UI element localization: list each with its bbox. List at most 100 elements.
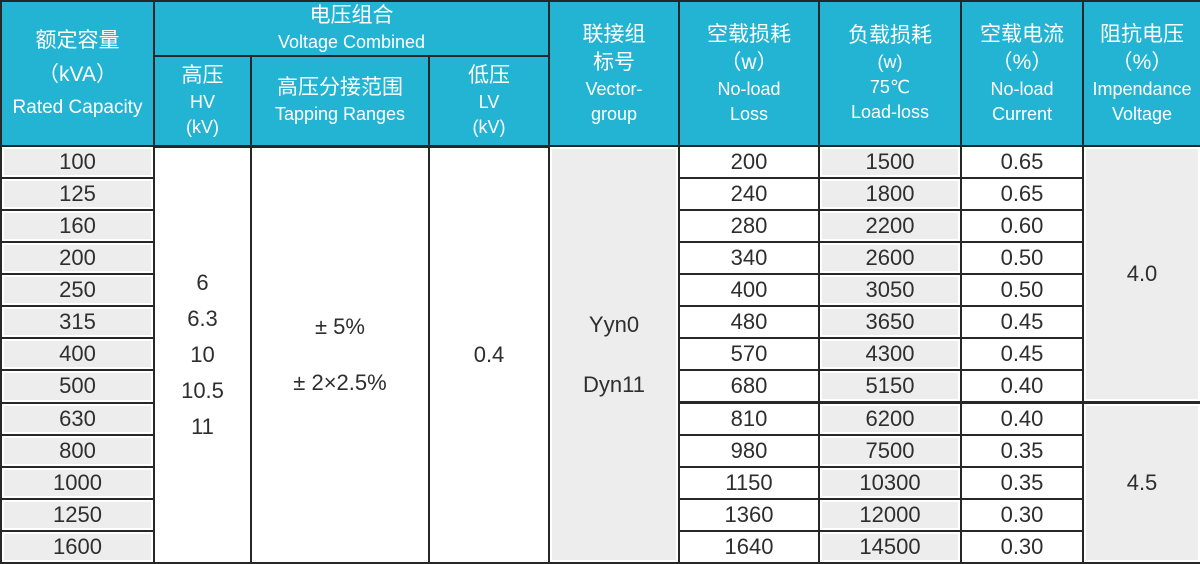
- impedance-en2: Voltage: [1111, 103, 1173, 124]
- capacity-cell: 800: [0, 433, 155, 468]
- noload-loss-zh: 空载损耗: [707, 22, 791, 46]
- tapping-zh: 高压分接范围: [277, 76, 403, 100]
- lv-value-cell: 0.4: [428, 145, 550, 564]
- noload-loss-cell: 1150: [678, 465, 820, 500]
- voltage-combined-en: Voltage Combined: [277, 32, 426, 52]
- noload-loss-cell: 200: [678, 144, 820, 180]
- impedance-zh: 阻抗电压: [1100, 22, 1184, 46]
- vector-group-zh1: 联接组: [582, 22, 646, 46]
- table-row: 800 980 7500 0.35: [0, 433, 1200, 468]
- noload-current-cell: 0.50: [960, 241, 1084, 276]
- lv-en: LV: [478, 91, 500, 112]
- hv-en: HV: [189, 91, 215, 112]
- capacity-cell: 400: [0, 337, 155, 372]
- table-row: 1250 1360 12000 0.30: [0, 497, 1200, 532]
- noload-loss-cell: 570: [678, 337, 820, 372]
- voltage-combined-zh: 电压组合: [309, 4, 394, 27]
- impedance-cell: 4.5: [1082, 401, 1200, 564]
- capacity-cell: 250: [0, 273, 155, 308]
- noload-current-en1: No-load: [990, 78, 1054, 99]
- tapping-value: ± 2×2.5%: [293, 369, 387, 395]
- header-vector-group: 联接组 标号 Vector- group: [548, 0, 680, 147]
- load-loss-cell: 1500: [818, 144, 962, 180]
- capacity-cell: 125: [0, 177, 155, 212]
- noload-loss-cell: 480: [678, 305, 820, 340]
- header-hv: 高压 HV (kV): [153, 55, 252, 148]
- load-loss-cell: 4300: [818, 337, 962, 372]
- noload-loss-cell: 400: [678, 273, 820, 308]
- rated-capacity-en: Rated Capacity: [12, 96, 143, 118]
- noload-current-en2: Current: [991, 103, 1053, 124]
- capacity-cell: 1250: [0, 497, 155, 532]
- table-row: 125 240 1800 0.65: [0, 177, 1200, 212]
- noload-loss-cell: 680: [678, 369, 820, 404]
- load-loss-zh: 负载损耗: [848, 24, 932, 47]
- hv-value: 11: [191, 413, 214, 439]
- rated-capacity-zh: 额定容量: [35, 28, 120, 52]
- noload-current-cell: 0.45: [960, 305, 1084, 340]
- hv-unit: (kV): [186, 116, 219, 137]
- load-loss-cell: 12000: [818, 497, 962, 532]
- noload-current-cell: 0.35: [960, 465, 1084, 500]
- rated-capacity-unit: （kVA）: [38, 62, 117, 86]
- noload-loss-unit: （w）: [720, 50, 778, 74]
- noload-loss-cell: 1360: [678, 497, 820, 532]
- noload-current-cell: 0.35: [960, 433, 1084, 468]
- load-loss-cell: 3050: [818, 273, 962, 308]
- vector-value: Dyn11: [583, 371, 645, 397]
- header-voltage-combined: 电压组合 Voltage Combined: [153, 0, 550, 57]
- header-lv: 低压 LV (kV): [428, 55, 550, 148]
- hv-value: 6: [196, 269, 209, 295]
- tapping-en: Tapping Ranges: [274, 104, 406, 125]
- tapping-ranges-cell: ± 5% ± 2×2.5%: [250, 145, 430, 564]
- noload-loss-cell: 1640: [678, 529, 820, 564]
- vector-group-en1: Vector-: [585, 78, 643, 99]
- header-impedance-voltage: 阻抗电压 （%） Impendance Voltage: [1082, 0, 1200, 147]
- noload-loss-cell: 340: [678, 241, 820, 276]
- capacity-cell: 1000: [0, 465, 155, 500]
- noload-current-cell: 0.45: [960, 337, 1084, 372]
- capacity-cell: 200: [0, 241, 155, 276]
- capacity-cell: 315: [0, 305, 155, 340]
- hv-values-cell: 6 6.3 10 10.5 11: [153, 145, 252, 564]
- table-row: 400 570 4300 0.45: [0, 337, 1200, 372]
- load-loss-cell: 14500: [818, 529, 962, 564]
- header-rated-capacity: 额定容量 （kVA） Rated Capacity: [0, 0, 155, 147]
- header-tapping-ranges: 高压分接范围 Tapping Ranges: [250, 55, 430, 148]
- noload-current-cell: 0.60: [960, 209, 1084, 244]
- capacity-cell: 100: [0, 144, 155, 180]
- load-loss-cell: 6200: [818, 400, 962, 436]
- load-loss-cell: 2200: [818, 209, 962, 244]
- vector-group-cell: Yyn0 Dyn11: [548, 145, 680, 564]
- load-loss-cell: 5150: [818, 369, 962, 404]
- noload-current-zh: 空载电流: [980, 22, 1064, 46]
- lv-zh: 低压: [468, 63, 510, 87]
- noload-current-cell: 0.30: [960, 497, 1084, 532]
- hv-value: 10.5: [181, 377, 224, 403]
- load-loss-temp: 75℃: [869, 77, 911, 97]
- hv-value: 6.3: [187, 305, 218, 331]
- impedance-unit: （%）: [1111, 50, 1173, 74]
- table-row: 1600 1640 14500 0.30: [0, 529, 1200, 564]
- load-loss-cell: 1800: [818, 177, 962, 212]
- noload-loss-cell: 810: [678, 400, 820, 436]
- vector-group-zh2: 标号: [593, 50, 635, 74]
- header-noload-loss: 空载损耗 （w） No-load Loss: [678, 0, 820, 147]
- table-row: 200 340 2600 0.50: [0, 241, 1200, 276]
- capacity-cell: 630: [0, 401, 155, 436]
- noload-loss-cell: 280: [678, 209, 820, 244]
- vector-group-en2: group: [590, 103, 638, 124]
- capacity-cell: 160: [0, 209, 155, 244]
- load-loss-cell: 10300: [818, 465, 962, 500]
- hv-zh: 高压: [181, 63, 224, 87]
- noload-loss-cell: 240: [678, 177, 820, 212]
- table-row: 315 480 3650 0.45: [0, 305, 1200, 340]
- table-row: 250 400 3050 0.50: [0, 273, 1200, 308]
- load-loss-cell: 2600: [818, 241, 962, 276]
- table-row: 100 6 6.3 10 10.5 11 ± 5% ± 2×2.5% 0.4: [0, 144, 1200, 564]
- lv-unit: (kV): [472, 116, 506, 137]
- vector-value: Yyn0: [588, 311, 640, 337]
- load-loss-unit: (w): [877, 52, 903, 72]
- noload-loss-cell: 980: [678, 433, 820, 468]
